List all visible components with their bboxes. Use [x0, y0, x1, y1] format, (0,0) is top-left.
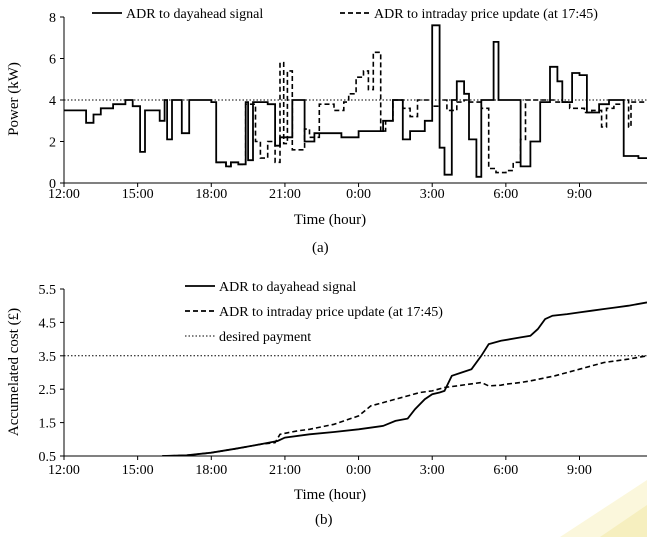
- chart-a-x-tick-label: 6:00: [493, 187, 518, 202]
- chart-b-xlabel: Time (hour): [294, 487, 366, 503]
- chart-a-series-dayahead: [64, 24, 647, 178]
- chart-b-y-tick-label: 2.5: [39, 383, 57, 398]
- chart-b-legend-label: desired payment: [219, 330, 311, 345]
- chart-b-y-tick-label: 5.5: [39, 283, 57, 298]
- chart-a-x-tick-label: 0:00: [346, 187, 371, 202]
- chart-b-legend-label: ADR to intraday price update (at 17:45): [219, 305, 443, 320]
- chart-b-y-tick-label: 3.5: [39, 350, 57, 365]
- chart-b-x-tick-label: 18:00: [195, 463, 227, 478]
- chart-b-x-tick-label: 21:00: [269, 463, 301, 478]
- chart-b-x-tick-label: 12:00: [48, 463, 80, 478]
- chart-a-y-tick-label: 0: [49, 177, 56, 192]
- chart-a-legend-label: ADR to dayahead signal: [126, 7, 263, 22]
- chart-a-xlabel: Time (hour): [294, 212, 366, 228]
- chart-a-x-tick-label: 18:00: [195, 187, 227, 202]
- chart-a-ylabel: Power (kW): [6, 62, 22, 136]
- chart-b-legend-label: ADR to dayahead signal: [219, 280, 356, 295]
- chart-a-y-tick-label: 2: [49, 136, 56, 151]
- chart-a-x-tick-label: 3:00: [420, 187, 445, 202]
- chart-b-y-tick-label: 1.5: [39, 417, 57, 432]
- chart-a-series-group: [64, 24, 647, 178]
- chart-b-x-tick-label: 3:00: [420, 463, 445, 478]
- corner-watermark-shape-2: [600, 505, 647, 537]
- chart-a: 12:00 15:00 18:00 21:00 0:00 3:00 6:00 9:00 0 2 4 6…: [6, 7, 647, 228]
- chart-a-series-intraday: [216, 51, 647, 174]
- chart-a-x-tick-label: 9:00: [567, 187, 592, 202]
- chart-b-axes: 12:00 15:00 18:00 21:00 0:00 3:00 6:00 9:00 0.5 1…: [39, 283, 647, 478]
- chart-a-x-tick-label: 21:00: [269, 187, 301, 202]
- chart-a-legend: ADR to dayahead signal ADR to intraday pr…: [92, 7, 598, 22]
- chart-b-x-tick-label: 0:00: [346, 463, 371, 478]
- chart-b-y-tick-label: 4.5: [39, 316, 57, 331]
- chart-b-ylabel: Accumelated cost (£): [6, 308, 22, 436]
- chart-a-y-tick-label: 4: [49, 94, 56, 109]
- chart-b-y-tick-label: 0.5: [39, 450, 57, 465]
- chart-b-series-intraday: [162, 355, 647, 456]
- chart-a-y-tick-label: 8: [49, 11, 56, 26]
- chart-b-x-tick-label: 15:00: [122, 463, 154, 478]
- chart-b-x-tick-label: 6:00: [493, 463, 518, 478]
- chart-b-legend: ADR to dayahead signal ADR to intraday pr…: [185, 280, 443, 345]
- chart-a-axes: 12:00 15:00 18:00 21:00 0:00 3:00 6:00 9:00 0 2 4 6…: [48, 11, 647, 202]
- chart-a-x-tick-label: 12:00: [48, 187, 80, 202]
- chart-b-series-group: [162, 301, 647, 456]
- chart-b: 12:00 15:00 18:00 21:00 0:00 3:00 6:00 9:00 0.5 1…: [6, 280, 647, 503]
- chart-a-x-tick-label: 15:00: [122, 187, 154, 202]
- chart-b-series-dayahead: [162, 301, 647, 456]
- chart-a-panel-label: (a): [312, 240, 329, 256]
- chart-b-panel-label: (b): [315, 512, 333, 528]
- chart-b-x-tick-label: 9:00: [567, 463, 592, 478]
- chart-a-y-tick-label: 6: [49, 53, 56, 68]
- chart-a-legend-label: ADR to intraday price update (at 17:45): [374, 7, 598, 22]
